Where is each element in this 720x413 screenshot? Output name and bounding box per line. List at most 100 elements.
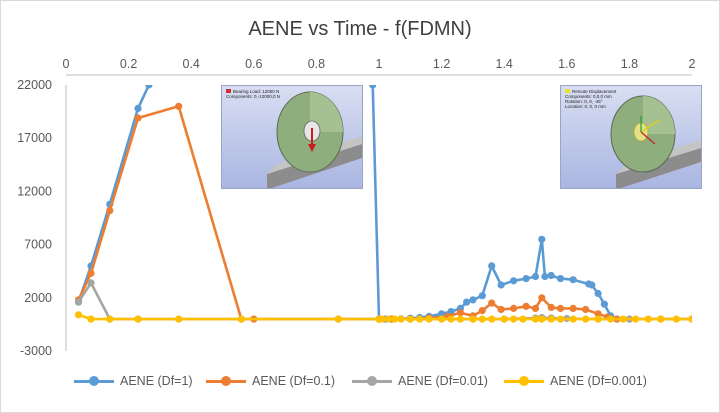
data-point [632,315,640,323]
legend-label-df-0-001: AENE (Df=0.001) [550,374,647,388]
data-point [556,315,565,323]
data-point [334,315,342,323]
y-tick-label: -3000 [20,344,52,358]
legend-item-df-1: AENE (Df=1) [74,369,193,393]
data-point [509,304,518,312]
data-point [469,296,477,304]
data-point [134,315,142,323]
x-tick-label: 1.4 [496,57,513,71]
chart-title: AENE vs Time - f(FDMN) [248,18,472,40]
data-point [688,315,692,323]
data-point [569,276,577,284]
y-tick-labels: -3000 2000 7000 12000 17000 22000 [17,78,52,358]
legend-item-df-0-01: AENE (Df=0.01) [352,369,488,393]
data-point [87,279,95,287]
data-point [522,302,530,310]
inset-legend-swatch [565,89,570,93]
data-point [547,303,555,311]
data-point [569,304,577,312]
data-point [488,315,496,323]
data-point [547,315,555,323]
data-point [416,315,424,323]
x-tick-label: 1.8 [621,57,638,71]
y-tick-label: 2000 [24,291,52,305]
data-point [538,294,546,302]
data-point [87,269,95,277]
x-tick-label: 1.2 [433,57,450,71]
y-tick-label: 12000 [17,184,52,198]
x-tick-label: 2 [689,57,696,71]
data-point [556,304,565,312]
data-point [478,307,486,315]
data-point [438,315,446,323]
data-point [519,315,527,323]
legend-swatch-df-0-1 [206,369,246,393]
data-point [488,299,496,307]
bearing-load-illustration [267,91,362,188]
data-point [406,315,414,323]
y-tick-label: 17000 [17,131,52,145]
legend-swatch-df-0-01 [352,369,392,393]
data-point [469,315,477,323]
data-point [145,85,153,89]
inset-caption: Remote Displacement Components: 0,0,0 mm R… [565,89,617,109]
legend-item-df-0-001: AENE (Df=0.001) [504,369,647,393]
x-tick-label: 0.8 [308,57,325,71]
x-tick-label: 0.4 [183,57,200,71]
data-point [478,292,486,300]
data-point [582,315,590,323]
data-point [594,289,602,298]
data-point [237,315,245,323]
data-point [500,315,508,323]
data-point [425,315,433,323]
data-point [384,315,392,323]
x-tick-labels: 0 0.2 0.4 0.6 0.8 1 1.2 1.4 1.6 1.8 2 [63,57,696,71]
data-point [547,271,555,280]
data-point [106,207,114,215]
data-point [556,275,565,283]
series-layer [74,85,692,323]
inset-image-remote-displacement: Remote Displacement Components: 0,0,0 mm R… [560,85,702,189]
data-point [509,277,518,285]
inset-legend-swatch [226,89,231,93]
data-point [447,315,455,323]
data-point [369,85,377,89]
data-point [478,315,486,323]
data-point [619,315,627,323]
x-tick-label: 0.6 [245,57,262,71]
data-point [397,315,405,323]
data-point [657,315,665,323]
data-point [497,305,505,314]
x-tick-label: 0.2 [120,57,137,71]
legend-swatch-df-1 [74,369,114,393]
data-point [600,300,609,308]
data-point [594,310,602,318]
legend-label-df-0-01: AENE (Df=0.01) [398,374,488,388]
data-point [607,315,615,323]
data-point [87,315,95,323]
data-point [538,315,546,323]
legend-swatch-df-0-001 [504,369,544,393]
x-tick-label: 1.6 [558,57,575,71]
data-point [509,315,518,323]
data-point [569,315,577,323]
remote-displacement-illustration [610,95,701,188]
data-point [175,315,183,323]
data-point [672,315,681,323]
data-point [531,304,540,312]
data-point [488,262,496,270]
data-point [538,235,546,243]
data-point [74,311,83,319]
y-tick-label: 7000 [24,238,52,252]
y-tick-label: 22000 [17,78,52,92]
data-point [134,104,142,112]
data-point [456,309,464,317]
data-point [644,315,652,323]
series-4 [74,311,692,323]
data-point [463,298,471,306]
data-point [594,315,602,323]
data-point [74,298,83,306]
data-point [391,315,399,323]
inset-caption: Bearing Load: 12000 N Components: 0,-1200… [226,89,281,99]
data-point [497,281,505,289]
